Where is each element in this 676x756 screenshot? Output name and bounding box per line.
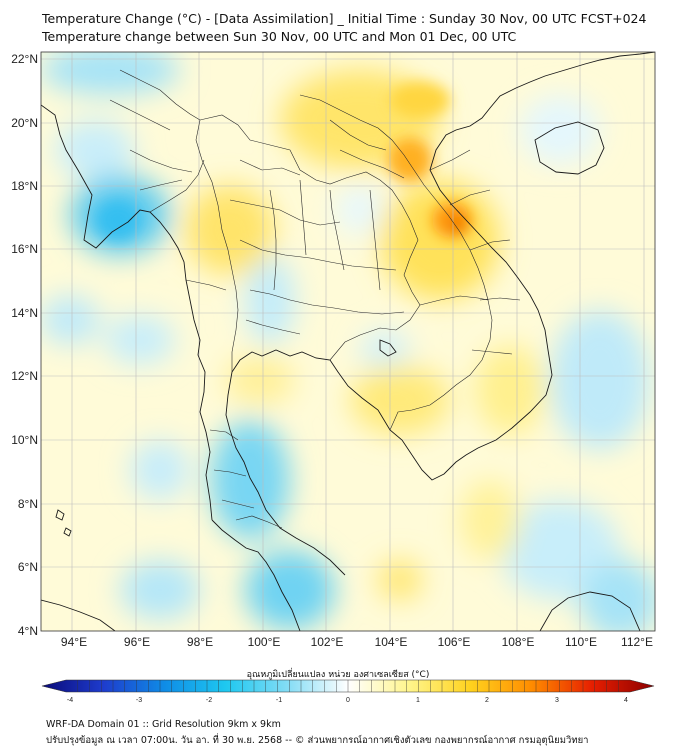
lon-label: 112°E	[621, 635, 653, 649]
lat-label: 22°N	[11, 52, 38, 66]
colorbar-tick-label: 4	[624, 697, 628, 704]
lon-label: 96°E	[124, 635, 150, 649]
map-title: Temperature Change (°C) - [Data Assimila…	[42, 11, 647, 26]
colorbar-tick-label: -3	[136, 697, 142, 704]
colorbar-tick-label: 1	[416, 697, 420, 704]
lat-label: 12°N	[11, 369, 38, 383]
latitude-labels: 22°N 20°N 18°N 16°N 14°N 12°N 10°N 8°N 6…	[11, 52, 38, 638]
lon-label: 110°E	[565, 635, 597, 649]
plot-frame	[40, 51, 656, 632]
lon-label: 108°E	[502, 635, 535, 649]
longitude-labels: 94°E 96°E 98°E 100°E 102°E 104°E 106°E 1…	[61, 635, 653, 649]
lat-label: 6°N	[18, 560, 38, 574]
lat-label: 16°N	[11, 242, 38, 256]
temperature-field	[41, 52, 655, 631]
colorbar-label: อุณหภูมิเปลี่ยนแปลง หน่วย องศาเซลเซียส (…	[246, 670, 430, 680]
colorbar-tick-label: -4	[67, 697, 73, 704]
lat-label: 14°N	[11, 306, 38, 320]
lat-label: 4°N	[18, 624, 38, 638]
footer-credit: ปรับปรุงข้อมูล ณ เวลา 07:00น. วัน อา. ที…	[46, 735, 589, 746]
graticule	[41, 52, 655, 631]
colorbar-tick-label: 3	[555, 697, 559, 704]
lon-label: 106°E	[438, 635, 471, 649]
colorbar-tick-label: 0	[346, 697, 350, 704]
colorbar-tick-label: -1	[276, 697, 282, 704]
admin-borders	[109, 69, 521, 529]
colorbar-ticks: -4 -3 -2 -1 0 1 2 3 4	[67, 697, 628, 704]
colorbar-tick-label: -2	[206, 697, 212, 704]
lon-label: 102°E	[311, 635, 344, 649]
lon-label: 98°E	[187, 635, 213, 649]
footer-model-info: WRF-DA Domain 01 :: Grid Resolution 9km …	[46, 719, 281, 730]
lon-label: 104°E	[375, 635, 408, 649]
lat-label: 10°N	[11, 433, 38, 447]
lat-label: 18°N	[11, 179, 38, 193]
lon-label: 94°E	[61, 635, 87, 649]
coastlines	[41, 52, 655, 631]
lat-label: 20°N	[11, 116, 38, 130]
colorbar: -4 -3 -2 -1 0 1 2 3 4	[41, 679, 655, 704]
map-subtitle: Temperature change between Sun 30 Nov, 0…	[42, 29, 517, 44]
lat-label: 8°N	[18, 497, 38, 511]
lon-label: 100°E	[248, 635, 281, 649]
colorbar-tick-label: 2	[485, 697, 489, 704]
